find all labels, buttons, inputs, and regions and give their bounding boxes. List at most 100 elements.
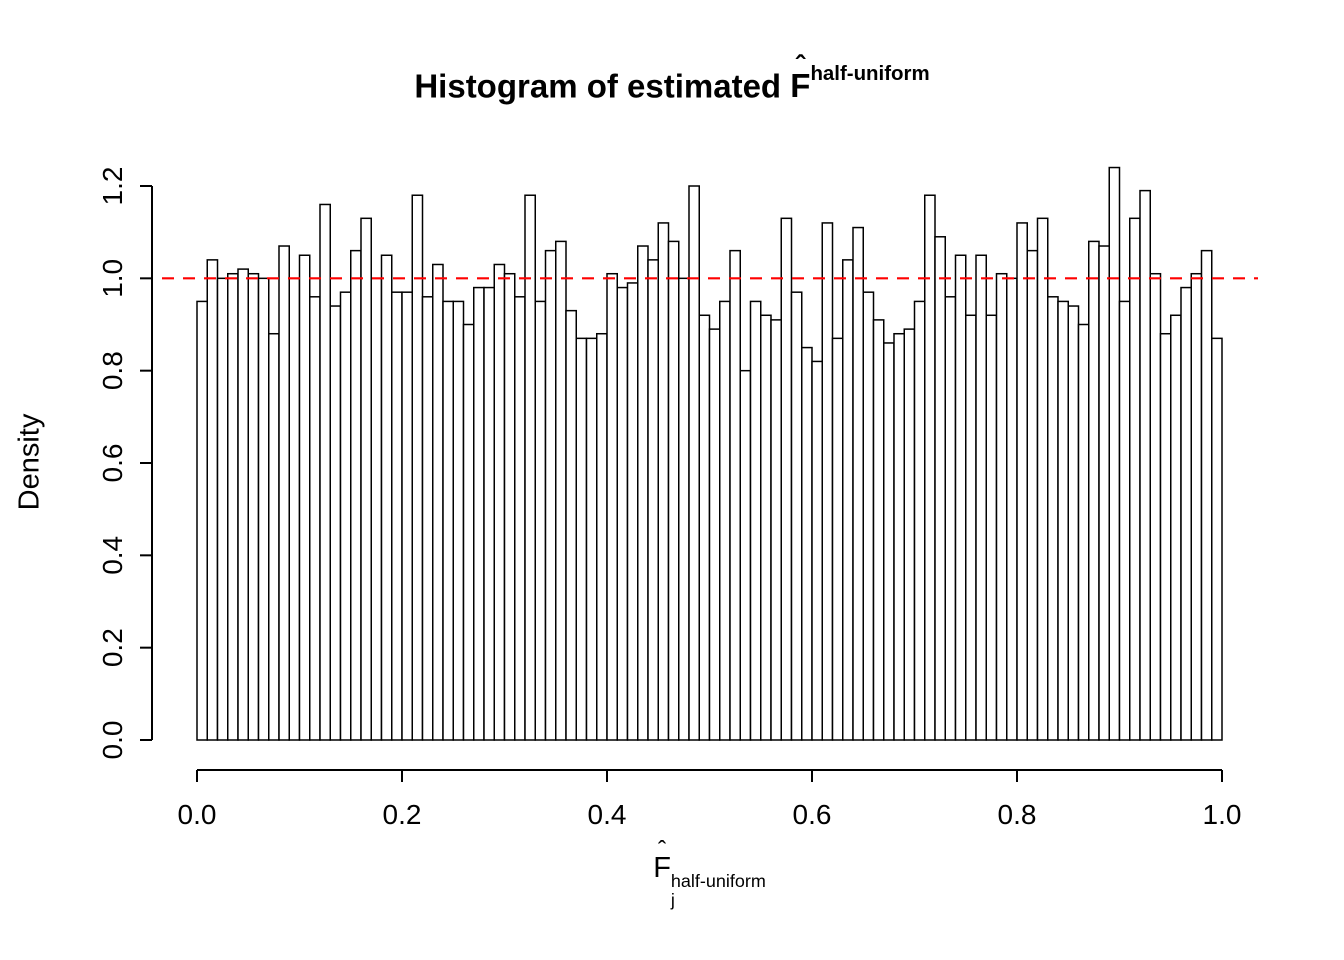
histogram-bar — [473, 286, 485, 741]
histogram-bar — [575, 337, 588, 741]
histogram-bar — [401, 291, 413, 741]
histogram-bar — [196, 300, 208, 741]
histogram-bar — [965, 314, 977, 741]
histogram-bar — [708, 328, 721, 741]
y-tick-label: 0.8 — [97, 351, 128, 390]
xlabel-scripts: half-uniform j — [670, 870, 766, 910]
y-tick-label: 0.2 — [97, 628, 128, 667]
histogram-bar — [503, 272, 516, 741]
xlabel-superscript: half-uniform — [670, 870, 766, 891]
histogram-bar — [647, 259, 659, 741]
histogram-bar — [626, 282, 639, 741]
histogram-bar — [216, 277, 229, 741]
histogram-bar — [1190, 272, 1203, 741]
y-axis-label: Density — [13, 413, 46, 511]
histogram-bars — [196, 166, 1223, 741]
histogram-bar — [995, 272, 1008, 741]
histogram-bar — [811, 360, 823, 741]
histogram-bar — [1159, 332, 1172, 741]
histogram-bar — [257, 277, 270, 741]
histogram-bar — [391, 291, 403, 741]
histogram-bar — [842, 259, 854, 741]
histogram-bar — [1077, 323, 1090, 741]
x-tick-label: 1.0 — [1203, 799, 1242, 830]
histogram-bar — [1098, 245, 1110, 741]
histogram-bar — [1057, 300, 1069, 741]
y-tick-label: 1.0 — [97, 259, 128, 298]
title-superscript: half-uniform — [810, 62, 930, 85]
histogram-bar — [1180, 286, 1192, 741]
x-tick-label: 0.4 — [588, 799, 627, 830]
histogram-bar — [893, 332, 905, 741]
histogram-bar — [452, 300, 465, 741]
histogram-bar — [1016, 222, 1028, 741]
histogram-bar — [350, 249, 362, 741]
histogram-bar — [1118, 300, 1131, 741]
hat-accent: ˆ — [795, 50, 806, 81]
histogram-bar — [913, 300, 926, 741]
y-tick-label: 0.4 — [97, 536, 128, 575]
histogram-bar — [596, 332, 608, 741]
histogram-bar — [1006, 277, 1018, 741]
histogram-bar — [975, 254, 987, 741]
histogram-bar — [944, 296, 957, 741]
histogram-bar — [770, 319, 782, 741]
histogram-bar — [1211, 337, 1223, 741]
histogram-bar — [862, 291, 875, 741]
histogram-bar — [719, 300, 731, 741]
histogram-bar — [309, 296, 321, 741]
histogram-bar — [616, 286, 629, 741]
y-tick-label: 1.2 — [97, 167, 128, 206]
histogram-bar — [432, 263, 444, 741]
histogram-bar — [206, 259, 219, 741]
histogram-bar — [298, 254, 311, 741]
histogram-bar — [524, 194, 536, 741]
histogram-bar — [514, 296, 526, 741]
histogram-bar — [1047, 296, 1059, 741]
y-tick-label: 0.6 — [97, 444, 128, 483]
title-text: Histogram of estimated — [414, 67, 791, 105]
x-tick-label: 0.0 — [178, 799, 217, 830]
xlabel-symbol: F — [653, 852, 671, 884]
histogram-bar — [1200, 249, 1213, 741]
histogram-bar — [442, 300, 454, 741]
histogram-bar — [872, 319, 885, 741]
histogram-bar — [637, 245, 649, 741]
histogram-bar — [237, 268, 249, 741]
histogram-bar — [380, 254, 393, 741]
histogram-bar — [780, 217, 793, 741]
histogram-bar — [903, 328, 916, 741]
histogram-bar — [606, 272, 618, 741]
histogram-bar — [493, 263, 506, 741]
histogram-bar — [1067, 305, 1080, 741]
histogram-bar — [534, 300, 547, 741]
histogram-bar — [657, 222, 670, 741]
histogram-bar — [1149, 272, 1162, 741]
histogram-bar — [821, 222, 834, 741]
histogram-bar — [688, 185, 700, 741]
histogram-bar — [667, 240, 680, 741]
histogram-bar — [985, 314, 998, 741]
histogram-bar — [831, 337, 844, 741]
title-symbol: F — [790, 67, 811, 105]
y-tick-label: 0.0 — [97, 721, 128, 760]
histogram-bar — [790, 291, 803, 741]
x-tick-label: 0.2 — [383, 799, 422, 830]
histogram-bar — [934, 236, 946, 741]
histogram-bar — [544, 249, 557, 741]
histogram-bar — [565, 309, 577, 741]
histogram-bar — [555, 240, 567, 741]
histogram-bar — [339, 291, 352, 741]
hat-accent: ˆ — [657, 836, 667, 864]
histogram-bar — [801, 346, 813, 741]
histogram-bar — [749, 300, 762, 741]
histogram-bar — [1088, 240, 1100, 741]
histogram-bar — [411, 194, 424, 741]
axes: 0.0 0.2 0.4 0.6 0.8 1.0 1.2 0.0 0.2 0.4 0.6 0.8 1.0 — [97, 167, 1241, 830]
histogram-bar — [1026, 249, 1039, 741]
histogram-bar — [227, 272, 239, 741]
